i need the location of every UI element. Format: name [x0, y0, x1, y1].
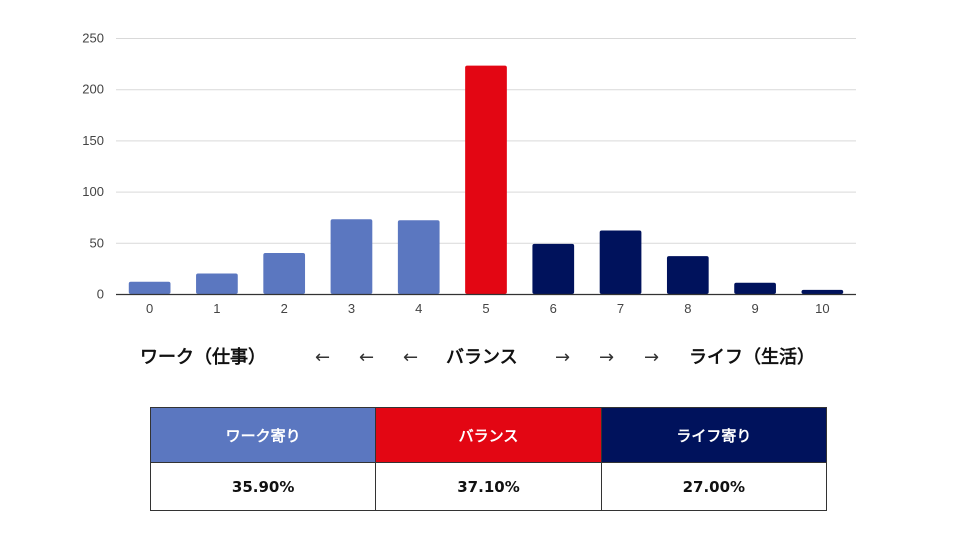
left-arrow-icon: ← [359, 347, 375, 368]
summary-value-row: 35.90% 37.10% 27.00% [149, 462, 828, 511]
right-arrow-icon: → [555, 347, 571, 368]
x-tick-label: 3 [348, 301, 355, 316]
summary-value-balance: 37.10% [375, 462, 602, 511]
x-tick-label: 6 [550, 301, 557, 316]
x-tick-label: 0 [146, 301, 153, 316]
bar-8 [666, 256, 709, 294]
bar-2 [263, 253, 306, 294]
summary-header-balance: バランス [375, 407, 602, 463]
summary-value-life: 27.00% [600, 462, 828, 511]
scale-left-label: ワーク（仕事） [140, 347, 266, 368]
bar-6 [532, 243, 575, 294]
x-tick-label: 1 [213, 301, 220, 316]
summary-header-work: ワーク寄り [149, 407, 377, 463]
x-tick-label: 10 [815, 301, 829, 316]
x-tick-label: 8 [684, 301, 691, 316]
x-axis-tick-labels: 0 1 2 3 4 5 6 7 8 9 10 [146, 301, 830, 316]
right-arrow-icon: → [599, 347, 615, 368]
y-tick-label: 200 [82, 82, 104, 97]
scale-center-label: バランス [446, 347, 518, 368]
summary-header-life: ライフ寄り [600, 407, 828, 463]
bar-1 [196, 273, 238, 294]
summary-value-work: 35.90% [149, 462, 377, 511]
y-tick-label: 50 [90, 235, 104, 250]
bar-4 [397, 220, 440, 294]
x-tick-label: 2 [281, 301, 288, 316]
right-arrow-icon: → [644, 347, 660, 368]
bar-9 [734, 282, 776, 294]
chart-bars [128, 65, 844, 294]
y-tick-label: 0 [97, 287, 104, 302]
work-life-scale: ワーク（仕事） ← ← ← バランス → → → ライフ（生活） [0, 344, 960, 374]
bar-chart: 0 50 100 150 200 250 0 1 2 3 4 5 6 7 8 9 10 [82, 31, 856, 316]
bar-7 [599, 230, 642, 294]
x-tick-label: 9 [751, 301, 758, 316]
y-tick-label: 250 [82, 31, 104, 46]
y-axis-tick-labels: 0 50 100 150 200 250 [82, 31, 104, 302]
y-tick-label: 150 [82, 133, 104, 148]
summary-header-row: ワーク寄り バランス ライフ寄り [149, 407, 828, 463]
bar-0 [128, 281, 171, 294]
x-tick-label: 4 [415, 301, 422, 316]
bar-10 [801, 289, 844, 294]
x-tick-label: 7 [617, 301, 624, 316]
left-arrow-icon: ← [403, 347, 419, 368]
scale-right-label: ライフ（生活） [689, 347, 815, 368]
x-tick-label: 5 [482, 301, 489, 316]
bar-5 [465, 65, 507, 294]
y-tick-label: 100 [82, 184, 104, 199]
bar-3 [330, 219, 373, 294]
left-arrow-icon: ← [315, 347, 331, 368]
summary-table: ワーク寄り バランス ライフ寄り 35.90% 37.10% 27.00% [149, 407, 828, 511]
